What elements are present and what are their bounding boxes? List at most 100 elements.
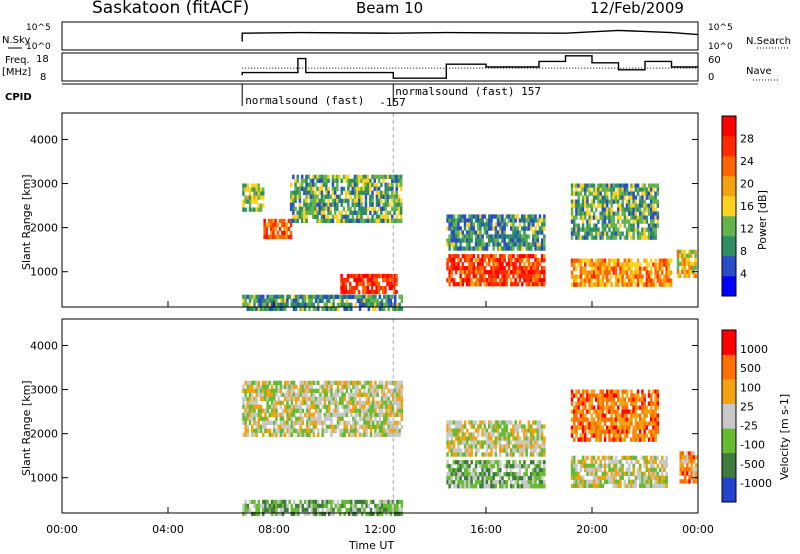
heatmap-cell	[601, 282, 605, 287]
heatmap-cell	[597, 409, 600, 414]
heatmap-cell	[477, 472, 480, 477]
heatmap-cell	[543, 222, 546, 227]
heatmap-cell	[590, 417, 594, 422]
heatmap-cell	[328, 412, 331, 417]
heatmap-cell	[479, 258, 482, 263]
heatmap-cell	[617, 397, 620, 402]
heatmap-cell	[292, 190, 295, 195]
heatmap-cell	[384, 182, 387, 187]
heatmap-cell	[461, 246, 465, 251]
heatmap-cell	[610, 475, 613, 480]
heatmap-cell	[455, 282, 458, 287]
heatmap-cell	[382, 194, 385, 199]
heatmap-cell	[375, 182, 379, 187]
heatmap-cell	[656, 389, 660, 394]
heatmap-cell	[543, 226, 546, 231]
nsearch-tick-top: 10^5	[708, 23, 733, 33]
heatmap-cell	[281, 503, 285, 509]
heatmap-cell	[393, 190, 396, 195]
heatmap-cell	[255, 420, 258, 425]
heatmap-cell	[262, 432, 265, 437]
heatmap-cell	[510, 262, 513, 267]
heatmap-cell	[540, 472, 544, 477]
heatmap-cell	[373, 289, 376, 295]
heatmap-cell	[448, 448, 451, 453]
heatmap-cell	[694, 261, 697, 266]
heatmap-cell	[384, 289, 387, 295]
heatmap-cell	[477, 254, 480, 259]
colorbar-segment	[722, 196, 736, 217]
heatmap-cell	[499, 242, 502, 247]
heatmap-cell	[298, 214, 302, 219]
heatmap-cell	[279, 416, 283, 421]
heatmap-cell	[595, 429, 598, 434]
heatmap-cell	[301, 294, 305, 299]
heatmap-cell	[360, 194, 363, 199]
heatmap-cell	[518, 254, 522, 259]
heatmap-cell	[354, 380, 357, 385]
heatmap-cell	[466, 230, 469, 235]
heatmap-cell	[450, 420, 454, 425]
heatmap-cell	[490, 238, 493, 243]
heatmap-cell	[474, 274, 478, 279]
heatmap-cell	[527, 420, 531, 425]
heatmap-cell	[264, 396, 267, 401]
heatmap-cell	[358, 178, 361, 183]
heatmap-cell	[650, 231, 653, 236]
heatmap-cell	[518, 234, 522, 239]
heatmap-cell	[398, 392, 401, 397]
heatmap-cell	[636, 397, 640, 402]
heatmap-cell	[345, 400, 349, 405]
heatmap-cell	[450, 258, 454, 263]
heatmap-cell	[512, 424, 515, 429]
heatmap-cell	[647, 183, 651, 188]
heatmap-cell	[518, 444, 522, 449]
heatmap-cell	[570, 199, 574, 204]
heatmap-cell	[377, 198, 381, 203]
heatmap-cell	[253, 183, 256, 188]
heatmap-cell	[332, 511, 335, 517]
heatmap-cell	[619, 397, 622, 402]
heatmap-cell	[375, 281, 378, 287]
heatmap-cell	[274, 222, 277, 228]
heatmap-cell	[619, 270, 622, 275]
heatmap-cell	[534, 270, 537, 275]
heatmap-cell	[485, 226, 489, 231]
heatmap-cell	[400, 404, 404, 409]
heatmap-cell	[446, 424, 449, 429]
heatmap-cell	[389, 412, 393, 417]
heatmap-cell	[248, 203, 252, 208]
heatmap-cell	[448, 444, 451, 449]
heatmap-cell	[625, 231, 629, 236]
heatmap-cell	[288, 392, 291, 397]
heatmap-cell	[382, 277, 385, 283]
heatmap-cell	[472, 254, 476, 259]
heatmap-cell	[516, 274, 520, 279]
heatmap-cell	[595, 223, 598, 228]
heatmap-cell	[356, 294, 360, 299]
heatmap-cell	[251, 416, 254, 421]
heatmap-cell	[472, 214, 476, 219]
colorbar-tick-label: -25	[740, 420, 758, 433]
heatmap-cell	[501, 420, 504, 425]
heatmap-cell	[529, 270, 533, 275]
heatmap-cell	[619, 191, 622, 196]
heatmap-cell	[610, 211, 613, 216]
heatmap-cell	[384, 285, 387, 291]
heatmap-cell	[636, 270, 640, 275]
heatmap-cell	[448, 266, 451, 271]
heatmap-cell	[372, 388, 375, 393]
heatmap-cell	[306, 432, 309, 437]
heatmap-cell	[650, 258, 653, 263]
heatmap-cell	[378, 408, 382, 413]
heatmap-cell	[457, 444, 460, 449]
heatmap-cell	[457, 254, 460, 259]
heatmap-cell	[376, 302, 379, 307]
heatmap-cell	[490, 420, 493, 425]
heatmap-cell	[577, 475, 580, 480]
heatmap-cell	[251, 195, 254, 200]
heatmap-cell	[595, 421, 598, 426]
heatmap-cell	[634, 455, 638, 460]
heatmap-cell	[494, 270, 498, 275]
heatmap-cell	[634, 282, 638, 287]
